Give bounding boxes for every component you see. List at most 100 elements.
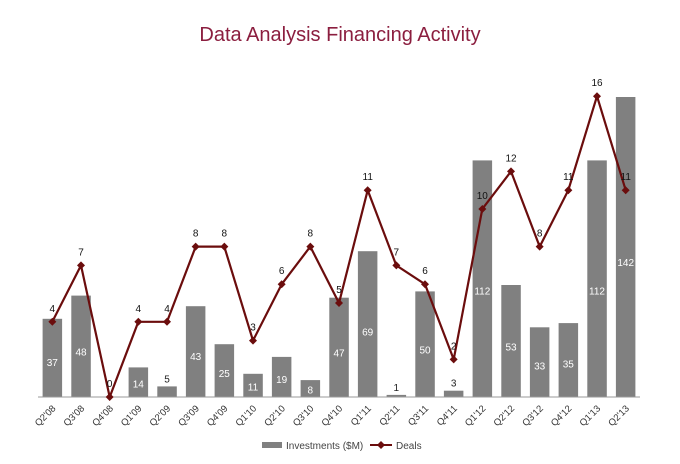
deals-marker xyxy=(392,261,401,270)
bar-value-label: 3 xyxy=(451,379,457,390)
deals-value-label: 10 xyxy=(477,191,489,202)
x-tick-label: Q2'12 xyxy=(492,403,518,429)
bar xyxy=(587,160,607,397)
bar-value-label: 112 xyxy=(589,287,605,298)
bar xyxy=(529,327,550,397)
bar xyxy=(128,367,149,397)
x-tick-label: Q2'11 xyxy=(377,403,402,428)
deals-value-label: 3 xyxy=(250,323,256,334)
legend-investments-swatch xyxy=(262,442,282,448)
legend: Investments ($M) Deals xyxy=(262,441,422,452)
bar xyxy=(329,297,349,397)
deals-value-label: 7 xyxy=(394,247,400,258)
bar-value-label: 37 xyxy=(47,358,59,369)
legend-deals-label: Deals xyxy=(396,441,422,452)
bar xyxy=(42,318,63,397)
bar-value-label: 47 xyxy=(333,348,345,359)
bar-value-label: 33 xyxy=(534,362,546,373)
deals-value-label: 8 xyxy=(222,229,228,240)
x-tick-label: Q4'08 xyxy=(90,403,116,429)
bar xyxy=(415,291,435,397)
bar xyxy=(443,390,464,397)
deals-marker xyxy=(163,317,171,326)
deals-value-label: 11 xyxy=(621,172,632,183)
chart-title: Data Analysis Financing Activity xyxy=(199,24,481,46)
bar-value-label: 48 xyxy=(75,347,87,358)
deals-value-label: 2 xyxy=(451,341,457,352)
bar-value-label: 5 xyxy=(164,374,170,385)
bar-value-label: 35 xyxy=(563,360,575,371)
deals-marker xyxy=(449,355,458,364)
bar-value-label: 11 xyxy=(248,383,259,394)
bar-value-label: 43 xyxy=(190,352,202,363)
x-tick-label: Q2'08 xyxy=(33,403,59,429)
deals-marker xyxy=(564,186,573,195)
deals-marker xyxy=(421,280,429,289)
deals-marker xyxy=(249,336,257,345)
x-tick-label: Q2'09 xyxy=(148,403,174,429)
deals-marker xyxy=(105,393,114,401)
x-tick-label: Q3'08 xyxy=(62,403,88,429)
bar-value-label: 69 xyxy=(362,327,374,338)
deals-value-label: 4 xyxy=(136,304,142,315)
bar xyxy=(214,344,235,397)
bar-value-label: 8 xyxy=(308,385,314,396)
deals-marker xyxy=(191,242,200,251)
deals-value-label: 6 xyxy=(422,266,428,277)
deals-value-label: 8 xyxy=(537,229,543,240)
deals-value-label: 0 xyxy=(107,379,113,390)
bar-value-label: 19 xyxy=(276,375,288,386)
bar xyxy=(558,323,579,397)
bar xyxy=(615,97,636,397)
x-tick-label: Q4'12 xyxy=(549,403,575,429)
bar xyxy=(386,394,407,397)
bar xyxy=(71,295,91,397)
deals-marker xyxy=(363,186,372,195)
x-tick-label: Q3'11 xyxy=(406,403,431,428)
deals-marker xyxy=(507,167,515,176)
x-tick-label: Q1'13 xyxy=(578,403,604,429)
deals-marker xyxy=(77,261,85,270)
x-tick-label: Q2'13 xyxy=(606,403,632,429)
deals-value-label: 6 xyxy=(279,266,285,277)
deals-marker xyxy=(277,280,286,289)
x-tick-label: Q1'11 xyxy=(349,403,374,428)
bar-value-label: 50 xyxy=(419,346,431,357)
x-tick-label: Q3'10 xyxy=(291,403,317,429)
deals-value-label: 11 xyxy=(363,172,374,183)
deals-marker xyxy=(134,317,143,326)
bar xyxy=(243,373,263,397)
x-tick-label: Q4'09 xyxy=(205,403,231,429)
x-tick-label: Q4'10 xyxy=(320,403,346,429)
x-tick-label: Q1'12 xyxy=(463,403,489,429)
deals-marker xyxy=(220,242,229,251)
bar-value-label: 25 xyxy=(219,369,231,380)
deals-value-label: 12 xyxy=(505,153,517,164)
bar-value-label: 1 xyxy=(394,383,400,394)
deals-marker xyxy=(535,242,544,251)
bar-value-label: 14 xyxy=(133,380,145,391)
bar xyxy=(357,251,378,397)
bar-value-label: 142 xyxy=(617,258,634,269)
deals-value-label: 5 xyxy=(336,285,342,296)
x-tick-label: Q1'09 xyxy=(119,403,145,429)
x-tick-label: Q2'10 xyxy=(262,403,288,429)
bar xyxy=(501,285,521,397)
x-tick-label: Q4'11 xyxy=(435,403,460,428)
deals-marker xyxy=(335,299,343,307)
bar-value-label: 112 xyxy=(474,287,490,298)
x-tick-label: Q3'09 xyxy=(176,403,202,429)
legend-investments-label: Investments ($M) xyxy=(286,441,363,452)
x-tick-label: Q3'12 xyxy=(520,403,546,429)
x-tick-label: Q1'10 xyxy=(234,403,260,429)
bar xyxy=(472,160,493,397)
bar xyxy=(157,386,177,397)
deals-value-label: 8 xyxy=(308,229,314,240)
deals-value-label: 8 xyxy=(193,229,199,240)
deals-value-label: 4 xyxy=(50,304,56,315)
legend-deals-marker xyxy=(377,441,385,449)
deals-marker xyxy=(593,92,601,101)
bar xyxy=(300,380,321,397)
